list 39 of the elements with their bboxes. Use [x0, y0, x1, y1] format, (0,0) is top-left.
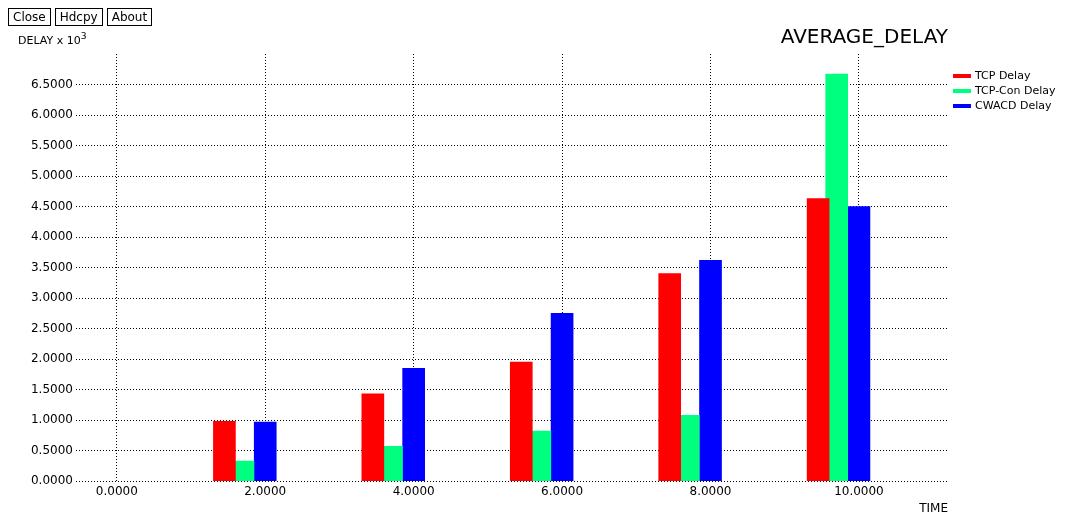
y-tick-label: 5.0000: [30, 168, 73, 183]
chart-title: AVERAGE_DELAY: [780, 24, 949, 49]
y-tick-label: 5.5000: [30, 137, 73, 152]
legend-label: TCP-Con Delay: [975, 84, 1056, 97]
bar: [806, 198, 830, 482]
x-axis-title: TIME: [918, 500, 948, 515]
x-tick-label: 2.0000: [244, 483, 287, 498]
y-tick-label: 3.0000: [30, 290, 73, 305]
y-tick-label: 6.0000: [30, 107, 73, 122]
bar: [213, 421, 236, 482]
y-tick-label: 1.0000: [30, 412, 73, 427]
text: About: [106, 8, 153, 26]
legend-label: TCP Delay: [975, 69, 1031, 82]
y-tick-label: 4.5000: [30, 198, 73, 213]
bar: [699, 259, 722, 482]
legend-label: CWACD Delay: [975, 99, 1052, 112]
y-tick-label: 0.5000: [30, 442, 73, 457]
bar: [847, 206, 871, 482]
y-tick-label: 4.0000: [30, 229, 73, 244]
y-axis-title: DELAY x 10$^{3}$: [18, 30, 87, 47]
x-tick-label: 10.0000: [834, 483, 884, 498]
y-tick-label: 6.5000: [30, 76, 73, 91]
bar: [550, 313, 574, 482]
y-tick-label: 2.0000: [30, 351, 73, 366]
y-tick-label: 2.5000: [30, 320, 73, 335]
bar: [402, 367, 425, 482]
x-tick-label: 8.0000: [689, 483, 732, 498]
bar: [509, 361, 533, 482]
bar: [658, 273, 682, 482]
x-tick-label: 4.0000: [392, 483, 435, 498]
bar: [253, 421, 277, 482]
y-tick-label: 1.5000: [30, 381, 73, 396]
text: Close: [8, 8, 51, 26]
y-tick-label: 0.0000: [30, 473, 73, 488]
x-tick-label: 0.0000: [95, 483, 138, 498]
y-tick-label: 3.5000: [30, 259, 73, 274]
x-tick-label: 6.0000: [541, 483, 584, 498]
bar: [361, 393, 385, 482]
text: Hdcpy: [54, 8, 103, 26]
